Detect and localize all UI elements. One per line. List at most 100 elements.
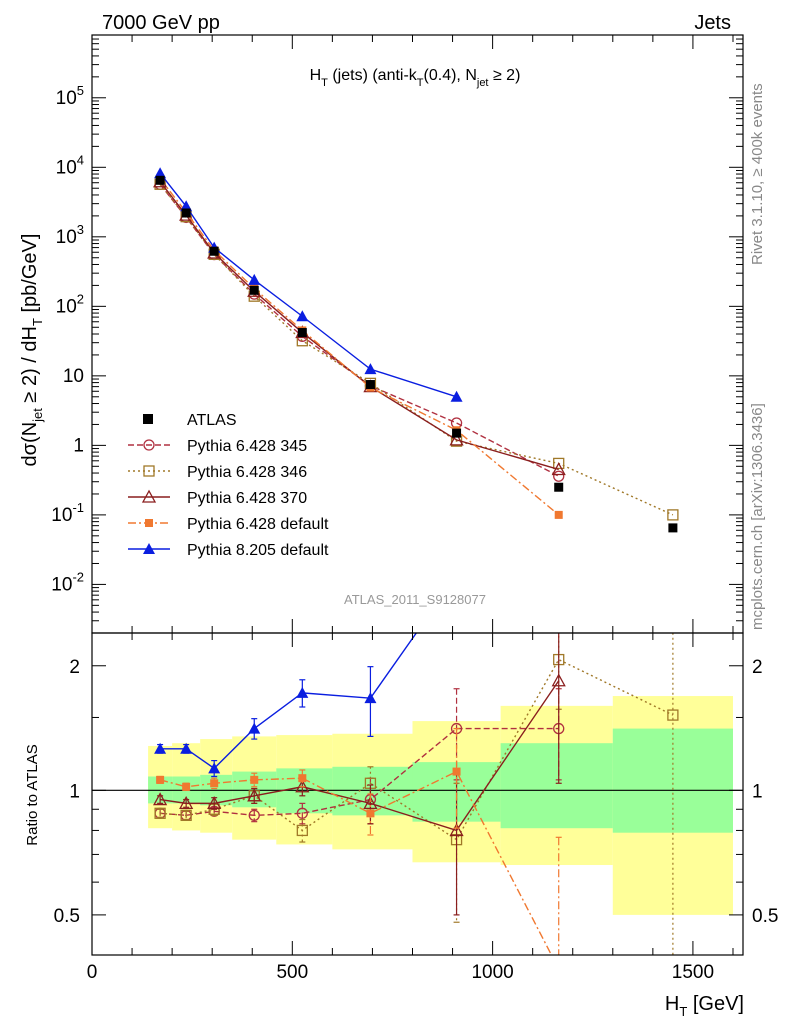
xlabel-part: H bbox=[665, 993, 679, 1015]
legend-item-4: Pythia 8.205 default bbox=[128, 542, 329, 559]
marker-triangle bbox=[364, 692, 377, 704]
marker-square bbox=[296, 824, 308, 837]
series-line bbox=[159, 172, 457, 398]
data-point bbox=[181, 208, 191, 218]
main-panel-series bbox=[153, 167, 679, 533]
y-tick-label: 10-1 bbox=[51, 500, 84, 526]
legend-item-1: Pythia 6.428 346 bbox=[128, 464, 307, 481]
legend-item-data: ATLAS bbox=[143, 412, 237, 429]
marker-triangle bbox=[153, 792, 168, 806]
band-inner bbox=[612, 728, 733, 833]
y-tick-exp: 2 bbox=[77, 291, 84, 306]
text-layer: 7000 GeV pp Jets Rivet 3.1.10, ≥ 400k ev… bbox=[19, 12, 766, 1019]
y-tick-label: 1 bbox=[73, 435, 84, 456]
marker-triangle bbox=[141, 489, 157, 503]
y-tick-base: 10 bbox=[56, 227, 77, 248]
xlabel-part: [GeV] bbox=[687, 993, 744, 1015]
series-line bbox=[159, 178, 560, 516]
marker-triangle bbox=[208, 762, 221, 774]
analysis-label: ATLAS_2011_S9128077 bbox=[344, 592, 486, 607]
y-tick-base: 10 bbox=[63, 366, 84, 387]
data-point bbox=[155, 175, 165, 185]
ratio-tick-label-right: 0.5 bbox=[752, 906, 778, 927]
marker-triangle bbox=[248, 273, 261, 285]
ylabel-part: jet bbox=[30, 408, 45, 423]
header-left-label: 7000 GeV pp bbox=[102, 12, 220, 34]
rivet-label: Rivet 3.1.10, ≥ 400k events bbox=[749, 83, 766, 265]
legend-marker bbox=[143, 414, 153, 424]
marker-triangle bbox=[247, 788, 262, 802]
marker-square bbox=[667, 709, 679, 721]
y-tick-label: 103 bbox=[56, 222, 84, 248]
y-tick-exp: 3 bbox=[77, 222, 84, 237]
ratio-series-line bbox=[160, 658, 674, 841]
x-tick-label: 500 bbox=[276, 962, 308, 983]
ratio-tick-label-left: 2 bbox=[69, 657, 80, 678]
marker-triangle bbox=[296, 686, 309, 698]
marker-circle bbox=[248, 809, 260, 822]
y-axis-label: dσ(Njet ≥ 2) / dHT [pb/GeV] bbox=[19, 234, 45, 467]
marker-triangle bbox=[207, 796, 222, 810]
legend-label: Pythia 6.428 370 bbox=[187, 490, 307, 507]
series-0 bbox=[154, 178, 565, 482]
ratio-series-3 bbox=[156, 727, 563, 973]
data-point bbox=[365, 380, 375, 390]
marker-square bbox=[182, 782, 191, 791]
marker-square bbox=[667, 509, 679, 521]
marker-square bbox=[554, 510, 563, 519]
x-axis-label: HT [GeV] bbox=[665, 993, 744, 1019]
legend-item-2: Pythia 6.428 370 bbox=[128, 489, 307, 507]
marker-triangle bbox=[363, 796, 378, 810]
y-tick-base: 10 bbox=[56, 157, 77, 178]
band-inner bbox=[500, 743, 613, 829]
series-line bbox=[159, 181, 559, 471]
y-tick-exp: -1 bbox=[72, 500, 84, 515]
series-2 bbox=[153, 174, 566, 476]
legend-label: Pythia 6.428 345 bbox=[187, 438, 307, 455]
x-tick-label: 1000 bbox=[471, 962, 513, 983]
marker-triangle bbox=[551, 673, 566, 687]
y-tick-label: 105 bbox=[56, 83, 84, 109]
legend: ATLAS Pythia 6.428 345 Pythia 6.428 346 Pyt… bbox=[128, 412, 329, 559]
marker-triangle bbox=[143, 543, 155, 554]
ratio-frame bbox=[91, 632, 744, 956]
legend-label: Pythia 8.205 default bbox=[187, 542, 329, 559]
source-label: mcplots.cern.ch [arXiv:1306.3436] bbox=[749, 403, 766, 630]
marker-triangle bbox=[364, 363, 377, 375]
y-tick-exp: 5 bbox=[77, 83, 84, 98]
marker-square bbox=[180, 809, 192, 822]
marker-square bbox=[143, 465, 155, 477]
marker-square bbox=[154, 807, 166, 819]
x-tick-label: 1500 bbox=[672, 962, 714, 983]
y-tick-base: 10 bbox=[51, 505, 72, 526]
legend-label: Pythia 6.428 346 bbox=[187, 464, 307, 481]
title-part: H bbox=[310, 67, 322, 84]
marker-triangle bbox=[449, 432, 464, 446]
ylabel-part: dσ(N bbox=[19, 422, 41, 467]
marker-triangle bbox=[551, 462, 566, 476]
header-right-label: Jets bbox=[694, 12, 731, 34]
marker-triangle bbox=[154, 742, 167, 754]
data-point bbox=[452, 428, 462, 438]
ratio-axis-label: Ratio to ATLAS bbox=[24, 744, 41, 845]
legend-label: Pythia 6.428 default bbox=[187, 516, 329, 533]
title-part: T bbox=[417, 77, 424, 89]
title-part: (jets) (anti-k bbox=[328, 67, 418, 84]
series-line bbox=[159, 183, 674, 516]
ratio-tick-label-right: 1 bbox=[752, 781, 763, 802]
marker-square bbox=[555, 965, 563, 973]
y-tick-exp: -2 bbox=[72, 569, 84, 584]
x-tick-label: 0 bbox=[87, 962, 98, 983]
title-part: ≥ 2) bbox=[489, 67, 521, 84]
y-tick-exp: 4 bbox=[77, 152, 84, 167]
marker-triangle bbox=[449, 823, 464, 837]
marker-triangle bbox=[450, 390, 463, 402]
xlabel-part: T bbox=[679, 1004, 687, 1019]
band-inner bbox=[332, 766, 413, 816]
legend-item-3: Pythia 6.428 default bbox=[128, 516, 329, 533]
series-line bbox=[159, 183, 560, 477]
marker-circle bbox=[296, 807, 308, 819]
title-part: (0.4), N bbox=[424, 67, 477, 84]
marker-triangle bbox=[179, 796, 194, 810]
